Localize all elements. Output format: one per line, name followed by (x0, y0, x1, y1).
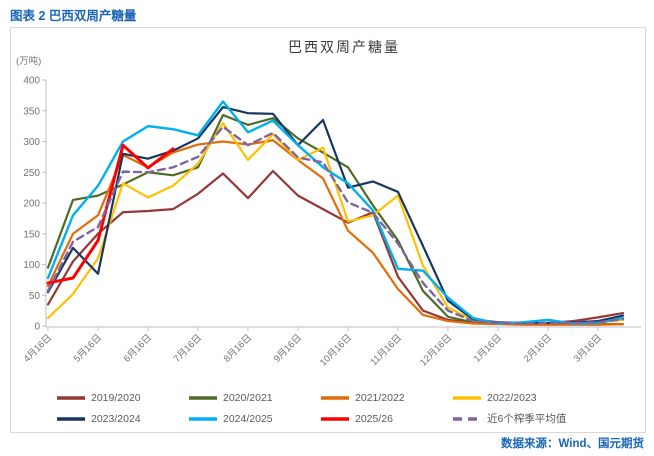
y-tick-label: 250 (23, 168, 40, 179)
legend-line-icon (189, 416, 217, 421)
legend-label: 2021/2022 (355, 391, 405, 404)
y-tick-label: 0 (34, 322, 40, 333)
x-tick-label: 5月16日 (72, 332, 104, 364)
legend-label: 2020/2021 (223, 391, 273, 404)
y-axis-unit-label: (万吨) (16, 56, 42, 67)
series-line-2 (46, 139, 625, 326)
legend-line-icon (189, 395, 217, 400)
y-tick-label: 50 (29, 291, 41, 302)
legend-item-2: 2021/2022 (320, 389, 452, 407)
x-tick-label: 8月16日 (222, 332, 254, 364)
series-line-0 (46, 169, 625, 325)
legend-item-0: 2019/2020 (56, 389, 188, 407)
legend-line-icon (321, 395, 349, 400)
legend-item-4: 2023/2024 (56, 410, 188, 428)
series-line-7 (46, 125, 625, 325)
x-tick-label: 6月16日 (122, 332, 154, 364)
x-tick-label: 9月16日 (272, 332, 304, 364)
legend-label: 2019/2020 (91, 391, 141, 404)
chart-border-box (10, 27, 646, 433)
x-tick-label: 12月16日 (418, 332, 454, 368)
legend-line-icon (57, 416, 85, 421)
x-tick-label: 3月16日 (572, 332, 604, 364)
x-tick-label: 10月16日 (318, 332, 354, 368)
legend-label: 2023/2024 (91, 412, 141, 425)
legend-line-icon (453, 416, 481, 421)
x-tick-label: 7月16日 (172, 332, 204, 364)
y-tick-label: 150 (23, 229, 40, 240)
legend-label: 2022/2023 (487, 391, 537, 404)
y-tick-label: 200 (23, 199, 40, 210)
y-tick-label: 350 (23, 106, 40, 117)
legend-line-icon (57, 395, 85, 400)
legend-item-7: 近6个榨季平均值 (452, 410, 594, 428)
series-line-6 (46, 143, 175, 285)
x-tick-label: 4月16日 (22, 332, 54, 364)
legend-label: 近6个榨季平均值 (487, 413, 567, 425)
series-line-5 (46, 100, 625, 325)
legend-label: 2024/2025 (223, 412, 273, 425)
data-source-note: 数据来源：Wind、国元期货 (501, 438, 644, 450)
y-tick-label: 300 (23, 137, 40, 148)
legend-line-icon (453, 395, 481, 400)
chart-title: 巴西双周产糖量 (288, 39, 400, 55)
legend-line-icon (321, 416, 349, 421)
y-tick-label: 100 (23, 260, 40, 271)
x-tick-label: 2月16日 (522, 332, 554, 364)
series-line-1 (46, 113, 625, 326)
legend-item-3: 2022/2023 (452, 389, 594, 407)
legend-item-6: 2025/26 (320, 410, 452, 428)
x-tick-label: 1月16日 (472, 332, 504, 364)
legend-item-1: 2020/2021 (188, 389, 320, 407)
figure-caption: 图表 2 巴西双周产糖量 (10, 9, 137, 23)
x-tick-label: 11月16日 (368, 332, 404, 368)
y-tick-label: 400 (23, 76, 40, 87)
legend-label: 2025/26 (355, 412, 393, 425)
legend-item-5: 2024/2025 (188, 410, 320, 428)
chart-legend: 2019/2020 2020/2021 2021/2022 2022/2023 2023… (56, 387, 594, 429)
